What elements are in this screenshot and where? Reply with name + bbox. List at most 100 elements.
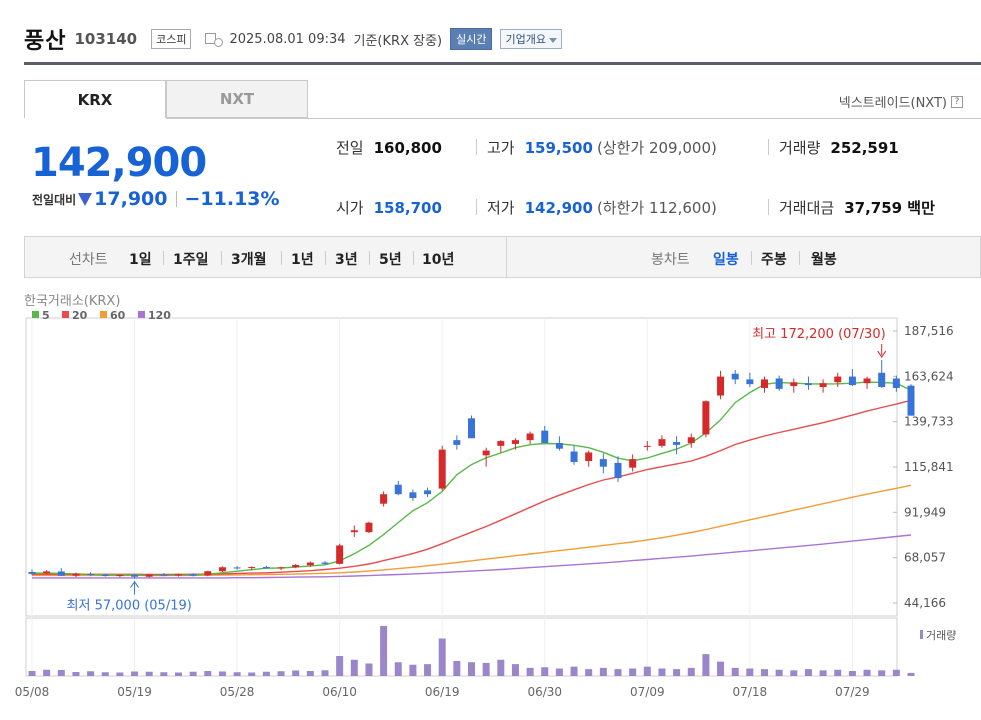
period-10y[interactable]: 10년: [422, 252, 455, 268]
tab-divider: [166, 118, 981, 119]
candle-down: [189, 574, 197, 576]
volume-bar: [892, 669, 900, 676]
quote-separator: [768, 139, 769, 155]
period-5y[interactable]: 5년: [379, 252, 402, 268]
y-tick-label: 44,166: [904, 596, 946, 610]
quote-value: 160,800: [373, 138, 442, 157]
tab-nxt[interactable]: NXT: [166, 80, 308, 118]
company-overview-label: 기업개요: [505, 33, 546, 46]
candle-down: [599, 459, 607, 467]
volume-bar: [497, 659, 505, 676]
volume-bar: [28, 671, 36, 676]
candle-down: [614, 462, 622, 479]
x-tick-label: 07/18: [733, 685, 768, 699]
candle-up: [790, 382, 798, 387]
candle-weekly[interactable]: 주봉: [761, 252, 787, 268]
volume-bar: [511, 664, 519, 676]
period-separator: [413, 251, 414, 265]
period-separator: [281, 251, 282, 265]
y-tick-label: 187,516: [904, 324, 954, 338]
candle-up: [863, 378, 871, 384]
stock-code: 103140: [74, 30, 138, 48]
period-3y[interactable]: 3년: [335, 252, 358, 268]
volume-bar: [702, 654, 710, 676]
y-tick-label: 163,624: [904, 369, 954, 383]
period-separator: [799, 251, 800, 265]
candle-down: [131, 575, 139, 577]
exchange-tabs: KRX NXT: [24, 80, 308, 118]
period-1y[interactable]: 1년: [291, 252, 314, 268]
period-3m[interactable]: 3개월: [231, 252, 267, 268]
volume-bar: [775, 669, 783, 676]
volume-bar: [761, 669, 768, 676]
volume-bar: [321, 670, 329, 676]
candle-down: [892, 378, 900, 388]
candle-up: [145, 574, 153, 577]
volume-bar: [614, 669, 622, 676]
volume-bar: [673, 669, 681, 676]
legend-label-60: 60: [110, 309, 126, 322]
volume-frame: [25, 617, 898, 677]
candle-chart-label: 봉차트: [651, 252, 690, 268]
x-tick-label: 05/08: [15, 685, 50, 699]
volume-bar: [804, 669, 812, 676]
y-tick-label: 68,057: [904, 551, 946, 565]
legend-label-5: 5: [42, 309, 50, 322]
x-tick-label: 06/19: [425, 685, 460, 699]
change-label: 전일대비: [32, 192, 77, 207]
period-1w[interactable]: 1주일: [173, 252, 209, 268]
down-triangle-icon: [78, 192, 93, 206]
y-tick-label: 91,949: [904, 505, 946, 519]
help-icon[interactable]: ?: [951, 95, 963, 108]
x-tick-label: 07/09: [630, 685, 665, 699]
volume-bar: [292, 670, 300, 676]
candle-up: [482, 450, 490, 456]
volume-bar: [878, 670, 886, 676]
quote-low: 저가 142,900 (하한가 112,600): [487, 197, 717, 218]
candle-down: [804, 383, 812, 386]
quote-amount: 거래대금 37,759 백만: [779, 197, 935, 218]
quote-value: 159,500: [524, 138, 593, 157]
candle-up: [585, 452, 593, 462]
period-1d[interactable]: 1일: [129, 252, 152, 268]
volume-bar: [409, 664, 417, 676]
quote-value: 142,900: [524, 198, 593, 217]
x-tick-label: 05/28: [220, 685, 255, 699]
quote-label: 전일: [336, 139, 364, 157]
period-bar-divider: [506, 237, 507, 277]
candle-up: [380, 494, 388, 504]
volume-bar: [189, 671, 197, 676]
volume-bar: [907, 672, 915, 676]
nxt-link[interactable]: 넥스트레이드(NXT) ?: [839, 92, 963, 111]
quote-separator: [768, 199, 769, 215]
clock-icon: [205, 32, 224, 47]
volume-bar: [746, 668, 754, 676]
quote-separator: [476, 139, 477, 155]
candle-up: [526, 433, 534, 441]
candle-down: [394, 484, 402, 495]
price-chart-svg: 한국거래소(KRX)5 20 60 120 05/08 05/19 05/28 06/10 06…: [15, 294, 957, 699]
candle-up: [292, 564, 300, 568]
candle-up: [497, 441, 505, 446]
candle-monthly[interactable]: 월봉: [811, 252, 837, 268]
volume-bar: [453, 661, 461, 676]
candle-up: [175, 574, 182, 576]
volume-bar: [790, 670, 798, 676]
candle-up: [511, 440, 519, 444]
volume-bar: [218, 671, 226, 676]
company-overview-button[interactable]: 기업개요: [500, 29, 562, 49]
volume-bar: [160, 672, 168, 676]
tab-krx[interactable]: KRX: [24, 80, 166, 118]
candle-up: [43, 571, 51, 574]
volume-bar: [394, 662, 402, 676]
legend-swatch: [138, 311, 145, 318]
price-change: 전일대비 17,900 −11.13%: [32, 188, 280, 210]
legend-label-120: 120: [148, 309, 171, 322]
candle-up: [658, 439, 666, 446]
candle-up: [248, 567, 256, 569]
quote-label: 거래량: [779, 139, 821, 157]
candle-daily[interactable]: 일봉: [713, 252, 739, 268]
nxt-link-label: 넥스트레이드(NXT): [838, 96, 947, 111]
volume-bar: [57, 670, 65, 676]
realtime-button[interactable]: 실시간: [450, 28, 493, 50]
